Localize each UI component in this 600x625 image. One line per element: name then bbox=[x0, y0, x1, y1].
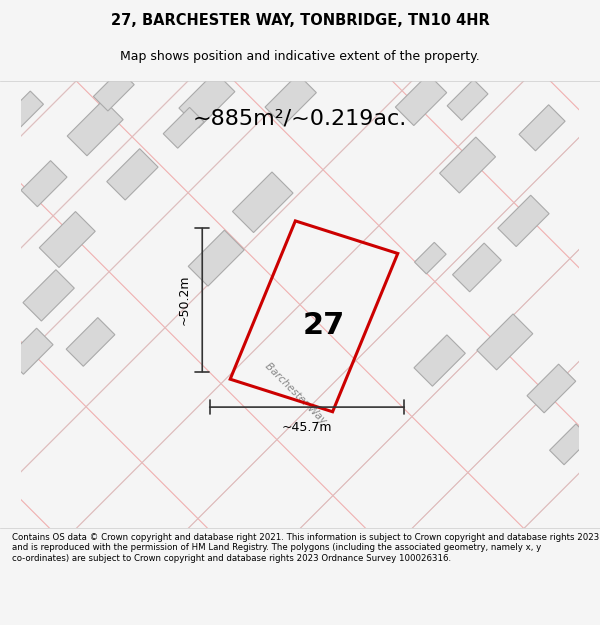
Polygon shape bbox=[527, 364, 576, 413]
Polygon shape bbox=[265, 74, 316, 126]
Polygon shape bbox=[550, 424, 590, 465]
Polygon shape bbox=[23, 270, 74, 321]
Text: Contains OS data © Crown copyright and database right 2021. This information is : Contains OS data © Crown copyright and d… bbox=[12, 533, 599, 562]
Polygon shape bbox=[452, 243, 501, 292]
Polygon shape bbox=[179, 72, 235, 128]
Polygon shape bbox=[415, 242, 446, 274]
Polygon shape bbox=[94, 70, 134, 111]
Polygon shape bbox=[519, 105, 565, 151]
Polygon shape bbox=[188, 230, 244, 286]
Text: ~885m²/~0.219ac.: ~885m²/~0.219ac. bbox=[193, 109, 407, 129]
Text: 27: 27 bbox=[302, 311, 344, 340]
Polygon shape bbox=[477, 314, 533, 370]
Text: Map shows position and indicative extent of the property.: Map shows position and indicative extent… bbox=[120, 51, 480, 63]
Polygon shape bbox=[21, 161, 67, 207]
Polygon shape bbox=[163, 107, 204, 148]
Text: ~50.2m: ~50.2m bbox=[178, 275, 191, 325]
Polygon shape bbox=[7, 328, 53, 374]
Polygon shape bbox=[232, 172, 293, 232]
Polygon shape bbox=[395, 74, 447, 126]
Polygon shape bbox=[414, 335, 466, 386]
Polygon shape bbox=[67, 100, 123, 156]
Text: ~45.7m: ~45.7m bbox=[282, 421, 332, 434]
Polygon shape bbox=[447, 79, 488, 120]
Polygon shape bbox=[440, 137, 496, 193]
Polygon shape bbox=[498, 195, 549, 247]
Polygon shape bbox=[39, 211, 95, 268]
Polygon shape bbox=[66, 318, 115, 366]
Text: Barchester Way: Barchester Way bbox=[263, 361, 328, 426]
Polygon shape bbox=[7, 91, 43, 128]
Polygon shape bbox=[107, 149, 158, 200]
Text: 27, BARCHESTER WAY, TONBRIDGE, TN10 4HR: 27, BARCHESTER WAY, TONBRIDGE, TN10 4HR bbox=[110, 12, 490, 28]
